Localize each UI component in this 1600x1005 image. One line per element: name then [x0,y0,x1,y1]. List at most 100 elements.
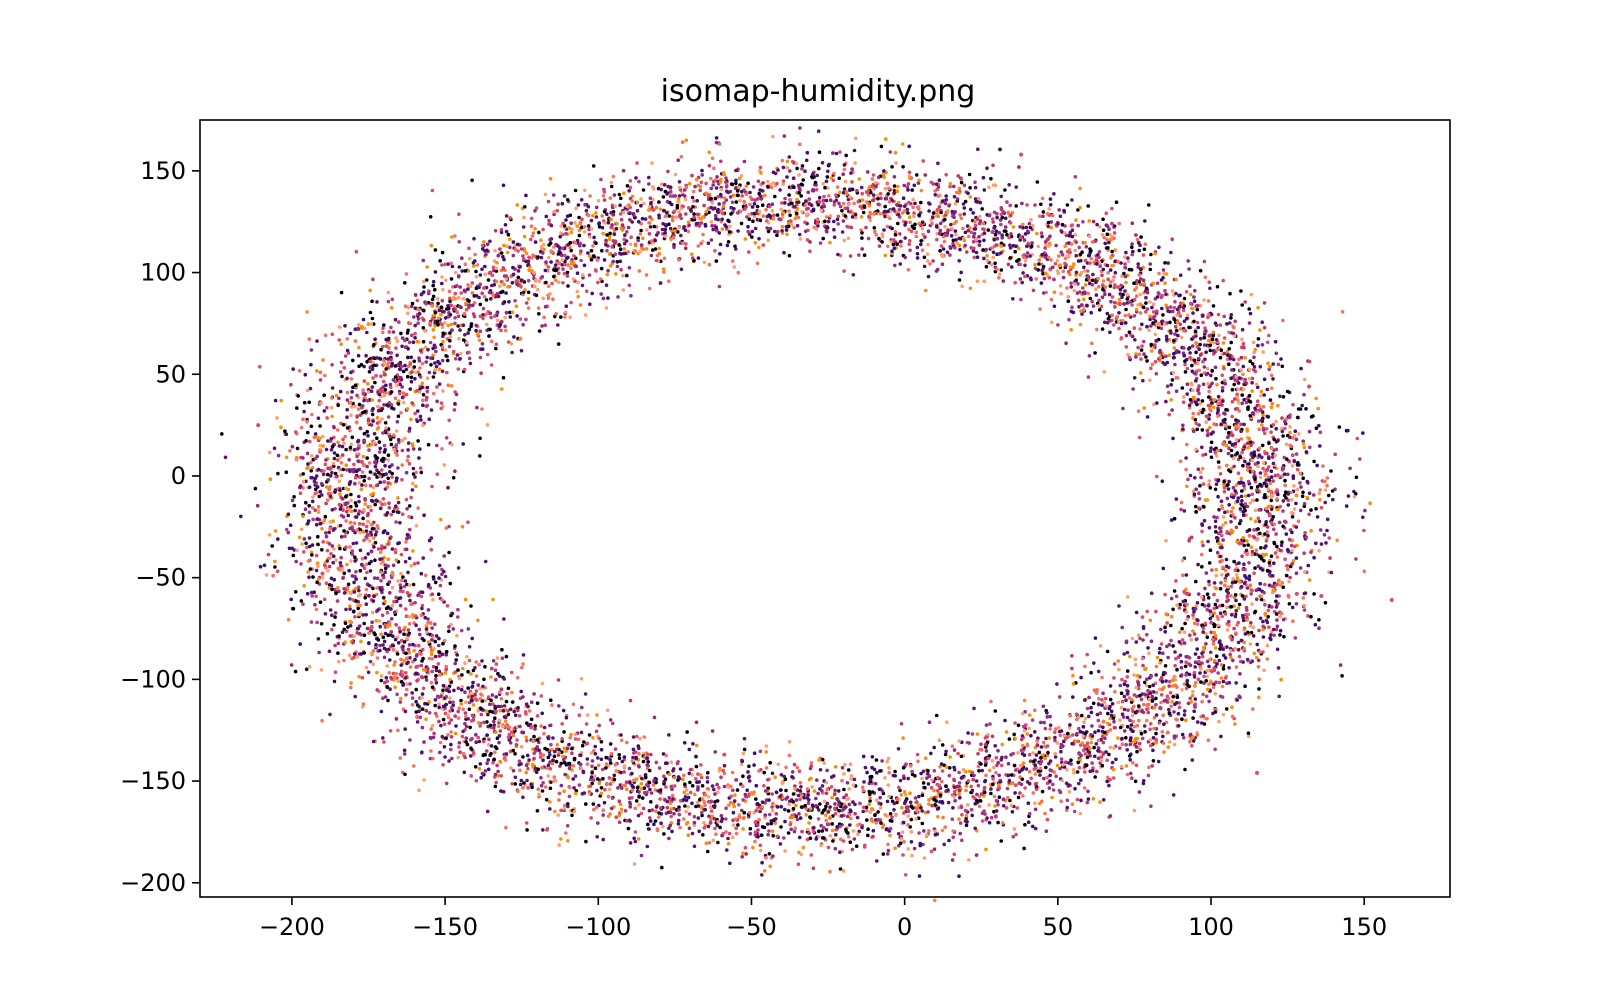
data-point [1134,610,1139,615]
data-point [1218,355,1223,360]
data-point [366,552,371,556]
data-point [1217,507,1221,512]
data-point [478,355,483,360]
data-point [809,776,813,781]
data-point [768,226,773,231]
data-point [1074,218,1078,222]
data-point [910,188,914,192]
data-point [1227,666,1231,670]
data-point [700,168,704,173]
data-point [449,622,453,627]
data-point [391,563,396,568]
data-point [589,248,594,253]
data-point [1298,407,1303,411]
data-point [996,760,1000,765]
data-point [352,448,357,452]
data-point [374,530,379,534]
data-point [1275,624,1280,629]
data-point [711,227,715,232]
data-point [314,474,319,478]
data-point [875,859,879,863]
data-point [398,596,403,600]
data-point [1161,313,1165,317]
data-point [316,564,320,568]
data-point [857,177,862,181]
data-point [735,788,740,792]
data-point [1286,492,1291,496]
data-point [561,708,566,713]
data-point [1312,592,1316,596]
data-point [313,432,318,436]
data-point [1118,292,1122,296]
data-point [390,603,395,608]
data-point [493,745,498,749]
data-point [1086,204,1090,208]
data-point [369,498,374,503]
data-point [974,853,979,857]
data-point [1281,509,1285,513]
data-point [741,816,746,821]
data-point [527,255,531,260]
data-point [1067,783,1071,787]
data-point [1241,513,1246,517]
data-point [927,798,931,802]
data-point [374,363,379,368]
data-point [532,756,536,761]
data-point [748,826,753,831]
data-point [521,795,525,800]
data-point [591,244,595,248]
data-point [1205,635,1210,640]
data-point [747,250,751,254]
data-point [513,775,518,780]
data-point [806,206,810,211]
data-point [301,479,306,484]
data-point [1230,368,1234,372]
data-point [604,283,609,288]
data-point [657,246,662,251]
data-point [1083,770,1087,774]
data-point [1106,271,1110,275]
data-point [1218,472,1223,476]
data-point [1052,304,1057,309]
data-point [537,795,541,799]
data-point [728,224,732,229]
data-point [342,658,346,663]
data-point [833,788,837,793]
data-point [1178,314,1183,318]
data-point [759,197,764,201]
data-point [986,732,990,737]
data-point [348,597,352,601]
data-point [1333,452,1337,457]
data-point [778,842,783,846]
data-point [367,476,371,481]
data-point [593,752,598,756]
data-point [1213,525,1218,529]
data-point [371,277,375,282]
data-point [370,299,374,304]
data-point [1075,797,1080,802]
data-point [290,444,295,449]
data-point [1177,350,1181,354]
data-point [1240,489,1244,493]
data-point [1124,698,1128,702]
data-point [308,567,313,571]
data-point [1193,476,1197,480]
data-point [326,492,331,496]
data-point [537,792,541,797]
data-point [730,200,735,205]
data-point [484,322,489,327]
data-point [324,485,329,489]
data-point [897,207,902,212]
data-point [1125,669,1130,673]
data-point [580,705,584,710]
data-point [962,183,967,188]
data-point [671,194,675,198]
data-point [525,753,530,758]
data-point [1130,713,1135,718]
data-point [1098,225,1102,229]
data-point [1047,786,1052,790]
data-point [1151,302,1156,307]
data-point [1149,342,1154,347]
data-point [511,240,516,244]
